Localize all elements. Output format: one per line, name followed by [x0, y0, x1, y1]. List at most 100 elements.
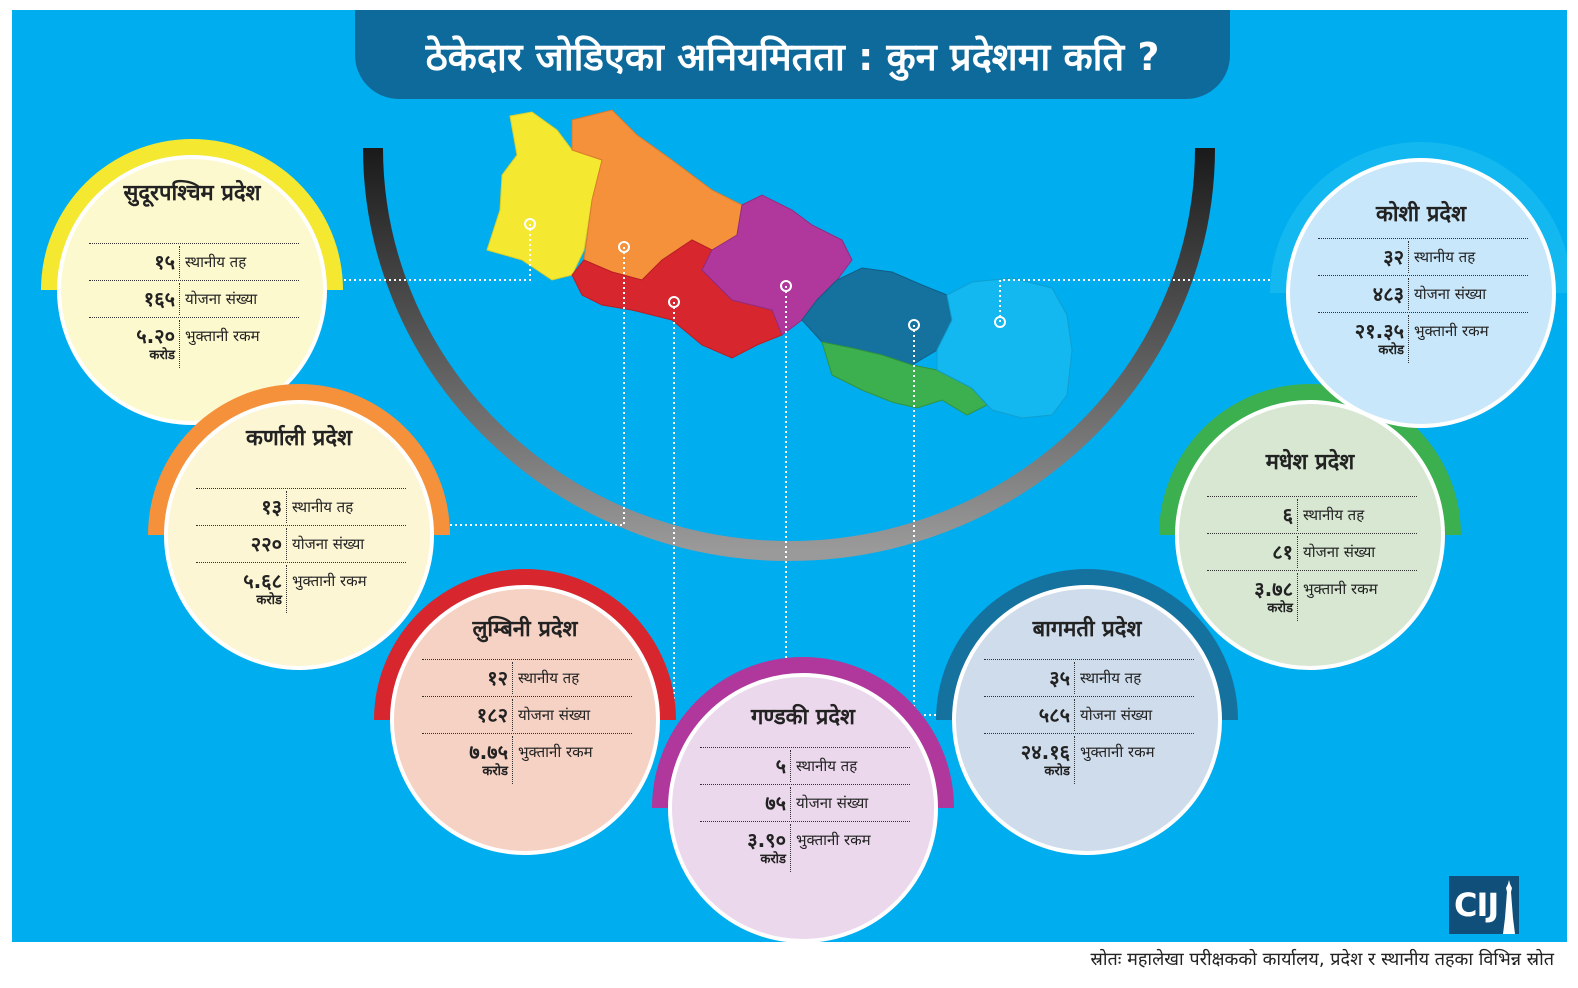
stat-value: ७.७५ — [469, 740, 508, 764]
stat-row-local-levels: ६ स्थानीय तह — [1207, 496, 1417, 533]
leader-koshi — [999, 279, 1297, 322]
stat-label: योजना संख्या — [292, 535, 365, 553]
stat-value: ७५ — [765, 791, 786, 815]
stat-row-projects: १६५ योजना संख्या — [89, 280, 299, 317]
province-disc — [57, 155, 327, 425]
stat-label: योजना संख्या — [185, 290, 258, 308]
stat-row-payment: ३.९० करोड भुक्तानी रकम — [700, 821, 910, 874]
stat-row-payment: ५.२० करोड भुक्तानी रकम — [89, 317, 299, 370]
stat-value: १३ — [261, 495, 282, 519]
stat-value: ३५ — [1049, 666, 1070, 690]
province-name: कर्णाली प्रदेश — [246, 426, 352, 451]
marker-bagmati — [908, 319, 920, 331]
stat-label: स्थानीय तह — [1414, 248, 1476, 266]
stat-label: योजना संख्या — [518, 706, 591, 724]
stat-label: स्थानीय तह — [796, 757, 858, 775]
stat-row-payment: २१.३५ करोड भुक्तानी रकम — [1318, 312, 1528, 365]
province-name: गण्डकी प्रदेश — [750, 705, 856, 730]
stat-unit: करोड — [760, 852, 786, 867]
stat-value: १२ — [487, 666, 508, 690]
stat-value: ३२ — [1383, 245, 1404, 269]
stat-value: ३.९० — [747, 828, 786, 852]
map-markers — [524, 218, 1006, 331]
province-name: लुम्बिनी प्रदेश — [472, 617, 578, 642]
stats-table: १२ स्थानीय तह १८२ योजना संख्या ७.७५ करोड भुक… — [422, 659, 632, 786]
province-card-madhesh: मधेश प्रदेश ६ स्थानीय तह ८१ योजना संख्या ३… — [1159, 384, 1461, 670]
stat-value: १५ — [154, 250, 175, 274]
stats-table: १३ स्थानीय तह २२० योजना संख्या ५.६८ करोड भुक… — [196, 488, 406, 615]
stat-value: २२० — [250, 532, 282, 556]
stat-unit: करोड — [1267, 601, 1293, 616]
stat-row-local-levels: ३५ स्थानीय तह — [984, 659, 1194, 696]
marker-sudurpashchim — [524, 218, 536, 230]
stat-value: ४८३ — [1372, 282, 1404, 306]
stat-unit: करोड — [256, 593, 282, 608]
marker-koshi — [994, 316, 1006, 328]
logo-text: CIJ — [1454, 886, 1499, 924]
stat-value: ५.६८ — [243, 569, 282, 593]
stat-value: ५.२० — [136, 324, 175, 348]
infographic-panel: ठेकेदार जोडिएका अनियमितता : कुन प्रदेशमा… — [12, 10, 1567, 942]
stat-value: २१.३५ — [1354, 319, 1404, 343]
province-card-koshi: कोशी प्रदेश ३२ स्थानीय तह ४८३ योजना संख्या… — [1270, 142, 1567, 428]
stats-table: ५ स्थानीय तह ७५ योजना संख्या ३.९० करोड भुक्त… — [700, 747, 910, 874]
province-shape-gandaki — [701, 194, 853, 336]
province-shape-koshi — [936, 277, 1073, 419]
province-disc — [390, 585, 660, 855]
title-bar: ठेकेदार जोडिएका अनियमितता : कुन प्रदेशमा… — [355, 10, 1230, 99]
stat-row-projects: ५८५ योजना संख्या — [984, 696, 1194, 733]
stat-label: भुक्तानी रकम — [292, 572, 367, 590]
province-name: कोशी प्रदेश — [1375, 202, 1467, 227]
stat-label: स्थानीय तह — [1080, 669, 1142, 687]
province-name: सुदूरपश्चिम प्रदेश — [123, 181, 261, 206]
stat-label: स्थानीय तह — [185, 253, 247, 271]
province-disc — [1286, 158, 1556, 428]
stat-label: योजना संख्या — [796, 794, 869, 812]
stat-row-local-levels: १३ स्थानीय तह — [196, 488, 406, 525]
stat-value: ५ — [775, 754, 786, 778]
stat-row-projects: ४८३ योजना संख्या — [1318, 275, 1528, 312]
bowl-arc — [363, 147, 1215, 561]
province-name: बागमती प्रदेश — [1032, 617, 1142, 642]
stat-label: भुक्तानी रकम — [1303, 580, 1378, 598]
stat-label: योजना संख्या — [1303, 543, 1376, 561]
cij-logo: CIJ — [1449, 876, 1519, 934]
stat-unit: करोड — [1378, 343, 1404, 358]
stat-row-local-levels: १२ स्थानीय तह — [422, 659, 632, 696]
stat-value: ८१ — [1272, 540, 1293, 564]
tower-icon — [1503, 880, 1515, 934]
stats-table: १५ स्थानीय तह १६५ योजना संख्या ५.२० करोड भुक… — [89, 243, 299, 370]
stat-label: योजना संख्या — [1080, 706, 1153, 724]
stats-table: ३५ स्थानीय तह ५८५ योजना संख्या २४.१६ करोड भु… — [984, 659, 1194, 786]
stat-label: भुक्तानी रकम — [185, 327, 260, 345]
province-card-sudurpashchim: सुदूरपश्चिम प्रदेश १५ स्थानीय तह १६५ योजना… — [41, 139, 343, 425]
stat-label: भुक्तानी रकम — [796, 831, 871, 849]
stat-row-payment: ५.६८ करोड भुक्तानी रकम — [196, 562, 406, 615]
marker-lumbini — [668, 296, 680, 308]
stat-value: २४.१६ — [1020, 740, 1070, 764]
stat-row-projects: ८१ योजना संख्या — [1207, 533, 1417, 570]
page-title: ठेकेदार जोडिएका अनियमितता : कुन प्रदेशमा… — [425, 35, 1160, 79]
source-note: स्रोतः महालेखा परीक्षकको कार्यालय, प्रदे… — [1090, 949, 1554, 970]
stat-value: ६ — [1282, 503, 1293, 527]
stat-value: ३.७८ — [1254, 577, 1293, 601]
stat-label: स्थानीय तह — [1303, 506, 1365, 524]
stat-row-local-levels: ३२ स्थानीय तह — [1318, 238, 1528, 275]
stat-unit: करोड — [149, 348, 175, 363]
province-card-gandaki: गण्डकी प्रदेश ५ स्थानीय तह ७५ योजना संख्या… — [652, 657, 954, 942]
marker-karnali — [618, 241, 630, 253]
leader-sudurpashchim — [284, 224, 531, 281]
province-disc — [164, 400, 434, 670]
stat-value: ५८५ — [1038, 703, 1070, 727]
stat-value: १६५ — [143, 287, 175, 311]
stat-unit: करोड — [1044, 764, 1070, 779]
stat-label: भुक्तानी रकम — [1414, 322, 1489, 340]
province-shape-madhesh — [821, 341, 988, 416]
stat-label: भुक्तानी रकम — [1080, 743, 1155, 761]
stat-row-projects: ७५ योजना संख्या — [700, 784, 910, 821]
stat-row-projects: १८२ योजना संख्या — [422, 696, 632, 733]
stat-row-payment: ३.७८ करोड भुक्तानी रकम — [1207, 570, 1417, 623]
stat-label: स्थानीय तह — [292, 498, 354, 516]
province-card-lumbini: लुम्बिनी प्रदेश १२ स्थानीय तह १८२ योजना सं… — [374, 569, 676, 855]
stat-row-local-levels: ५ स्थानीय तह — [700, 747, 910, 784]
